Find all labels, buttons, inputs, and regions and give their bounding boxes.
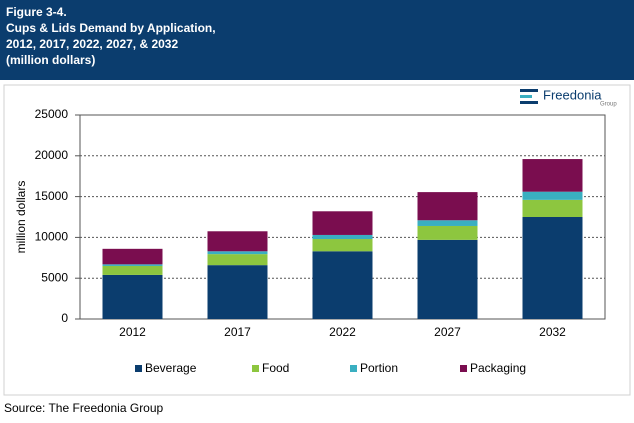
x-tick-label: 2017: [224, 325, 251, 339]
logo-text: Freedonia: [543, 87, 602, 102]
bar-segment: [312, 211, 373, 235]
legend-label: Portion: [360, 361, 398, 375]
legend-label: Food: [262, 361, 289, 375]
x-tick-label: 2012: [119, 325, 146, 339]
title-line: (million dollars): [6, 53, 95, 67]
y-tick-label: 5000: [41, 270, 68, 284]
bar-segment: [312, 234, 373, 240]
bar-segment: [102, 265, 163, 275]
bar-segment: [522, 217, 583, 319]
logo: Freedonia Group: [520, 87, 617, 108]
y-tick-label: 20000: [35, 148, 69, 162]
x-tick-label: 2027: [434, 325, 461, 339]
logo-mark: [520, 95, 532, 98]
logo-sub: Group: [600, 102, 617, 108]
legend-label: Beverage: [145, 361, 197, 375]
logo-mark: [520, 101, 538, 104]
y-tick-label: 10000: [35, 230, 69, 244]
bar-segment: [102, 274, 163, 319]
logo-mark: [520, 89, 538, 92]
legend-label: Packaging: [470, 361, 526, 375]
x-tick-label: 2032: [539, 325, 566, 339]
legend-swatch: [350, 365, 357, 372]
bar-segment: [102, 248, 163, 265]
bar-segment: [207, 254, 268, 266]
source: Source: The Freedonia Group: [4, 401, 164, 415]
header-bar: [0, 0, 634, 80]
legend-swatch: [135, 365, 142, 372]
bar-segment: [312, 251, 373, 319]
bar-segment: [207, 251, 268, 255]
bar-segment: [207, 265, 268, 319]
bar-segment: [102, 264, 163, 266]
y-tick-label: 25000: [35, 107, 69, 121]
y-tick-label: 15000: [35, 189, 69, 203]
title-line: 2012, 2017, 2022, 2027, & 2032: [6, 37, 178, 51]
bar-segment: [312, 239, 373, 252]
y-tick-label: 0: [61, 311, 68, 325]
bar-segment: [522, 199, 583, 217]
bar-segment: [522, 191, 583, 200]
bar-segment: [417, 192, 478, 221]
bar-segment: [417, 220, 478, 226]
legend-swatch: [460, 365, 467, 372]
legend-swatch: [252, 365, 259, 372]
bar-segment: [522, 159, 583, 192]
chart-frame: [3, 84, 631, 396]
x-tick-label: 2022: [329, 325, 356, 339]
bar-segment: [417, 239, 478, 319]
title-line: Cups & Lids Demand by Application,: [6, 21, 216, 35]
bar-segment: [207, 231, 268, 252]
bar-segment: [417, 225, 478, 240]
title-line: Figure 3-4.: [6, 5, 67, 19]
y-axis-label: million dollars: [14, 181, 28, 254]
